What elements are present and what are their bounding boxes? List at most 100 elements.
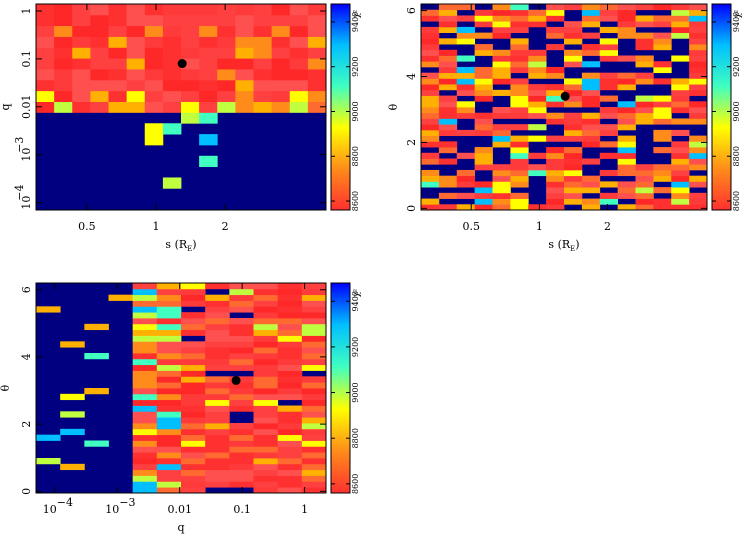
x-tick-label: 2 xyxy=(222,220,229,233)
heatmap-cell xyxy=(474,118,493,125)
heatmap-cell xyxy=(132,300,158,307)
heatmap-cell xyxy=(156,300,182,307)
heatmap-cell xyxy=(277,469,303,476)
heatmap-cell xyxy=(653,21,672,28)
heatmap-cell xyxy=(421,72,440,79)
heatmap-cell xyxy=(253,428,279,436)
heatmap-cell xyxy=(581,112,601,119)
heatmap-cell xyxy=(144,47,164,59)
heatmap-cell xyxy=(253,452,279,459)
heatmap-cell xyxy=(253,463,279,471)
heatmap-cell xyxy=(581,4,601,11)
heatmap-cell xyxy=(156,283,182,290)
heatmap-cell xyxy=(199,101,218,113)
heatmap-cell xyxy=(689,147,708,154)
heatmap-cell xyxy=(546,112,565,119)
colorbar xyxy=(711,3,732,211)
heatmap-cell xyxy=(217,69,236,81)
heatmap-cell xyxy=(546,169,565,177)
heatmap-cell xyxy=(689,152,708,159)
heatmap-cell xyxy=(36,47,55,59)
heatmap-cell xyxy=(456,112,476,119)
heatmap-cell xyxy=(181,446,206,453)
heatmap-cell xyxy=(162,69,182,81)
heatmap-cell xyxy=(599,152,619,159)
heatmap-cell xyxy=(617,101,636,108)
heatmap-cell xyxy=(289,79,309,92)
heatmap-cell xyxy=(421,141,440,148)
heatmap-cell xyxy=(181,36,200,48)
heatmap-cell xyxy=(126,47,146,59)
heatmap-cell xyxy=(671,4,690,11)
heatmap-cell xyxy=(156,323,182,331)
heatmap-cell xyxy=(456,66,476,74)
heatmap-cell xyxy=(546,152,565,159)
heatmap-cell xyxy=(653,204,672,211)
heatmap-cell xyxy=(72,90,91,102)
heatmap-cell xyxy=(421,49,440,56)
heatmap-cell xyxy=(599,78,619,85)
heatmap-cell xyxy=(474,15,493,22)
heatmap-cell xyxy=(181,411,206,418)
heatmap-cell xyxy=(181,79,200,92)
heatmap-cell xyxy=(438,147,458,154)
heatmap-cell xyxy=(546,198,565,205)
heatmap-cell xyxy=(510,15,529,22)
heatmap-cell xyxy=(253,487,279,494)
heatmap-cell xyxy=(301,294,327,301)
heatmap-cell xyxy=(229,428,254,436)
heatmap-cell xyxy=(492,78,511,85)
heatmap-cell xyxy=(72,47,91,59)
heatmap-cell xyxy=(474,129,493,137)
heatmap-cell xyxy=(217,4,236,16)
heatmap-cell xyxy=(132,440,158,447)
heatmap-cell xyxy=(277,463,303,471)
heatmap-cell xyxy=(181,329,206,336)
heatmap-cell xyxy=(199,36,218,48)
heatmap-cell xyxy=(132,428,158,436)
heatmap-cell xyxy=(689,135,708,142)
heatmap-cell xyxy=(54,14,73,27)
heatmap-cell xyxy=(90,25,109,37)
heatmap-cell xyxy=(653,175,672,182)
heatmap-cell xyxy=(205,393,230,401)
heatmap-cell xyxy=(510,78,529,85)
heatmap-cell xyxy=(253,318,279,325)
heatmap-cell xyxy=(253,393,279,401)
heatmap-cell xyxy=(528,95,547,102)
heatmap-cell xyxy=(205,318,230,325)
heatmap-cell xyxy=(421,129,440,137)
heatmap-cell xyxy=(510,124,529,131)
heatmap-cell xyxy=(546,4,565,11)
heatmap-cell xyxy=(156,294,182,301)
heatmap-cell xyxy=(289,36,309,48)
heatmap-cell xyxy=(181,376,206,383)
heatmap-cell xyxy=(474,84,493,91)
heatmap-cell xyxy=(546,118,565,125)
heatmap-cell xyxy=(229,300,254,307)
heatmap-cell xyxy=(132,417,158,424)
heatmap-cell xyxy=(36,25,55,37)
heatmap-cell xyxy=(181,283,206,290)
heatmap-cell xyxy=(36,4,55,16)
y-tick-exponent: −4 xyxy=(13,184,26,200)
heatmap-cell xyxy=(181,440,206,447)
heatmap-cell xyxy=(653,147,672,154)
heatmap-cell xyxy=(289,58,309,70)
heatmap-cell xyxy=(564,181,583,188)
heatmap-cell xyxy=(438,4,458,11)
heatmap-cell xyxy=(271,47,291,59)
x-tick-label: 0.5 xyxy=(78,220,96,233)
heatmap-cell xyxy=(492,107,511,114)
heatmap-cell xyxy=(162,4,182,16)
heatmap-cell xyxy=(456,192,476,199)
heatmap-cell xyxy=(635,61,654,68)
heatmap-cell xyxy=(277,446,303,453)
heatmap-cell xyxy=(253,323,279,331)
heatmap-cell xyxy=(546,135,565,142)
heatmap-cell xyxy=(229,306,254,313)
heatmap-cell xyxy=(156,364,182,371)
heatmap-cell xyxy=(635,198,654,205)
heatmap-cell xyxy=(181,25,200,37)
